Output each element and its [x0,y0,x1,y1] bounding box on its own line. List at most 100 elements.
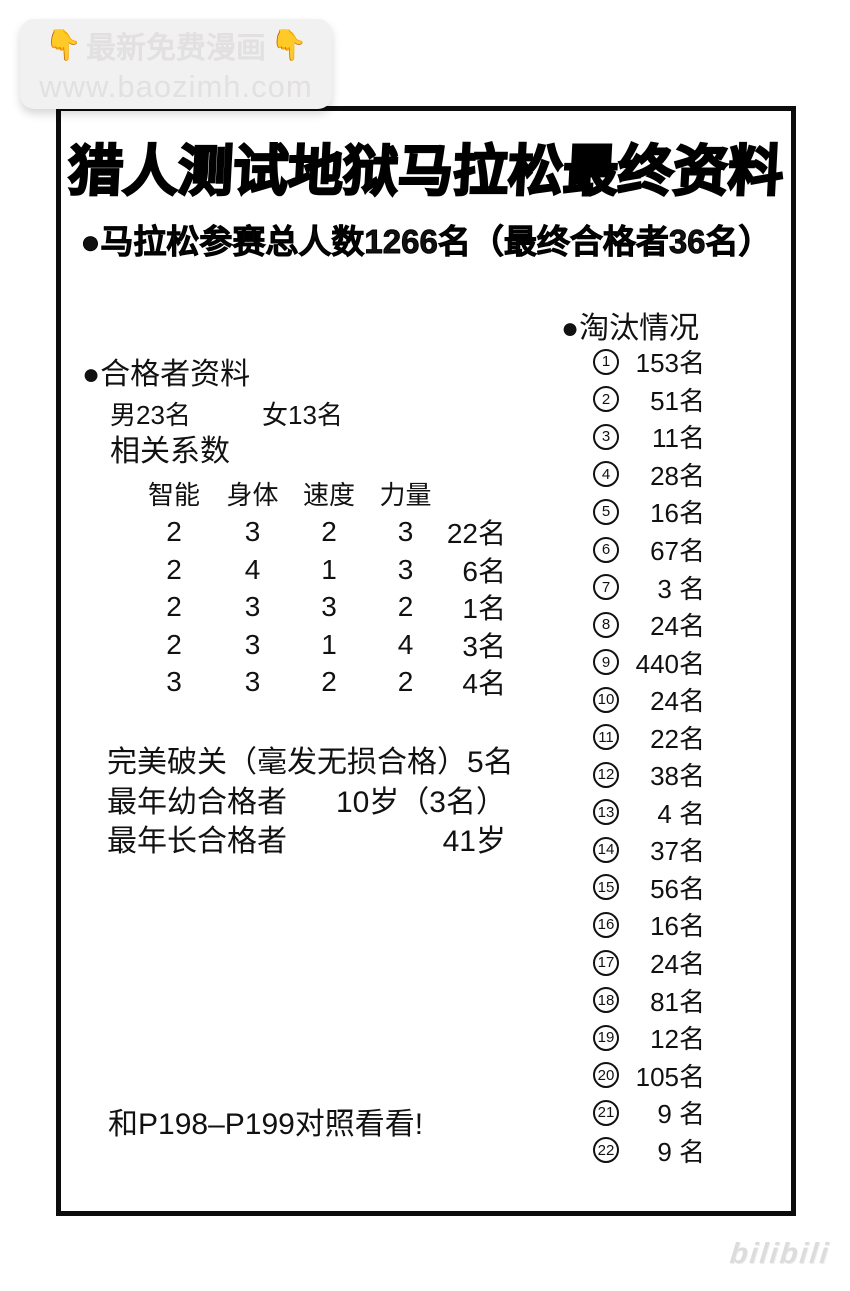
column-header-intelligence: 智能 [147,479,200,510]
watermark-line1: 👇 最新免费漫画 👇 [45,23,308,67]
elimination-item: 10 24名 [593,681,705,719]
elimination-count: 16名 [650,911,705,942]
coefficient-value: 3 [244,591,261,623]
elimination-count: 440名 [635,648,705,679]
stat-perfect-clear: 完美破关（毫发无损合格） 5名 [107,742,514,779]
elimination-item: 14 37名 [593,831,705,869]
coefficient-value: 3 [321,591,337,623]
stat-value: 5名 [467,746,514,779]
circled-number: 4 [593,461,619,488]
eliminations-list: 1 153名 2 51名 3 11名 4 28名 5 16名 6 67名 7 3 名 8 24名 9 440名 10… [593,343,705,1169]
subtitle-total-participants: ●马拉松参赛总人数1266名（最终合格者36名） [80,223,772,261]
elimination-count: 81名 [650,986,705,1017]
circled-number: 20 [593,1062,619,1089]
stat-label: 最年长合格者 [107,825,287,858]
elimination-item: 12 38名 [593,756,705,794]
elimination-item: 1 153名 [593,343,705,381]
elimination-item: 11 22名 [593,718,705,756]
circled-number: 16 [593,911,619,938]
circled-number: 19 [593,1024,619,1051]
coefficients-rows: 2 3 2 3 22名 2 4 1 3 6名 2 3 3 2 1名 2 3 1 4 3名 3 3 2 2 4名 [134,512,506,700]
stat-value: 10岁（3名） [335,786,506,819]
circled-number: 22 [593,1137,619,1164]
stat-label: 最年幼合格者 [107,786,287,819]
watermark-url: www.baozimh.com [39,69,313,104]
elimination-item: 20 105名 [593,1056,705,1094]
elimination-item: 16 16名 [593,906,705,944]
elimination-count: 16名 [650,498,705,529]
stat-value: 41岁 [442,825,506,858]
circled-number: 6 [593,536,619,563]
elimination-count: 24名 [650,949,705,980]
coefficient-value: 4 [397,628,414,660]
circled-number: 3 [593,423,619,450]
elimination-item: 6 67名 [593,531,705,569]
elimination-item: 18 81名 [593,981,705,1019]
pointing-down-icon: 👇 [44,28,82,62]
page-title: 猎人测试地狱马拉松最终资料 [65,139,786,203]
watermark-label: 最新免费漫画 [86,32,266,65]
circled-number: 12 [593,761,619,788]
coefficient-value: 1 [321,553,337,585]
stat-label: 完美破关（毫发无损合格） [107,746,467,779]
coefficients-header-row: 智能 身体 速度 力量 [134,474,506,512]
coefficient-row: 2 3 2 3 22名 [134,512,506,550]
circled-number: 17 [593,949,619,976]
elimination-item: 3 11名 [593,418,705,456]
elimination-item: 21 9 名 [593,1094,705,1132]
coefficient-count: 3名 [462,630,506,662]
coefficient-row: 2 3 3 2 1名 [134,587,506,625]
gender-breakdown: 男23名 女13名 [56,395,796,430]
elimination-item: 8 24名 [593,606,705,644]
elimination-count: 51名 [650,385,705,416]
stat-youngest-qualifier: 最年幼合格者 10岁（3名） [107,782,506,819]
circled-number: 2 [593,386,619,413]
coefficients-table: 智能 身体 速度 力量 2 3 2 3 22名 2 4 1 3 6名 2 3 3 2 1名 2 3 1 4 3名 3 3 2… [134,474,506,700]
coefficient-row: 2 3 1 4 3名 [134,625,506,663]
coefficient-value: 2 [397,591,414,623]
circled-number: 15 [593,874,619,901]
page-reference-note: 和P198–P199对照看看! [108,1108,424,1141]
circled-number: 7 [593,574,619,601]
coefficient-value: 2 [166,628,182,660]
coefficient-value: 3 [397,553,414,585]
coefficient-count: 22名 [446,518,506,549]
pointing-down-icon: 👇 [270,28,308,62]
coefficient-row: 3 3 2 2 4名 [134,662,506,700]
coefficient-value: 2 [321,666,337,698]
site-watermark: 👇 最新免费漫画 👇 www.baozimh.com [20,19,332,109]
coefficient-value: 3 [244,628,261,660]
coefficient-count: 4名 [462,668,506,700]
elimination-item: 13 4 名 [593,794,705,832]
circled-number: 1 [593,348,619,375]
elimination-count: 3 名 [657,573,705,604]
elimination-count: 9 名 [657,1136,705,1167]
circled-number: 9 [593,649,619,676]
elimination-item: 22 9 名 [593,1131,705,1169]
column-header-strength: 力量 [379,479,432,510]
coefficient-count: 1名 [462,593,506,625]
coefficient-value: 1 [321,628,337,660]
elimination-item: 2 51名 [593,381,705,419]
elimination-count: 9 名 [657,1099,705,1130]
stat-oldest-qualifier: 最年长合格者 41岁 [107,821,506,858]
coefficient-count: 6名 [462,555,506,587]
elimination-count: 28名 [650,460,705,491]
elimination-count: 37名 [650,836,705,867]
female-count: 女13名 [262,400,343,430]
bilibili-logo: bilibili [728,1238,832,1270]
coefficient-value: 3 [397,516,414,547]
elimination-count: 38名 [650,761,705,792]
elimination-item: 5 16名 [593,493,705,531]
coefficient-value: 2 [397,666,414,698]
coefficient-value: 2 [166,553,182,585]
elimination-item: 7 3 名 [593,568,705,606]
coefficients-heading: 相关系数 [110,435,230,468]
circled-number: 21 [593,1099,619,1126]
elimination-item: 4 28名 [593,456,705,494]
elimination-count: 24名 [650,686,705,717]
circled-number: 13 [593,799,619,826]
coefficient-value: 2 [166,591,182,623]
elimination-count: 4 名 [657,798,705,829]
